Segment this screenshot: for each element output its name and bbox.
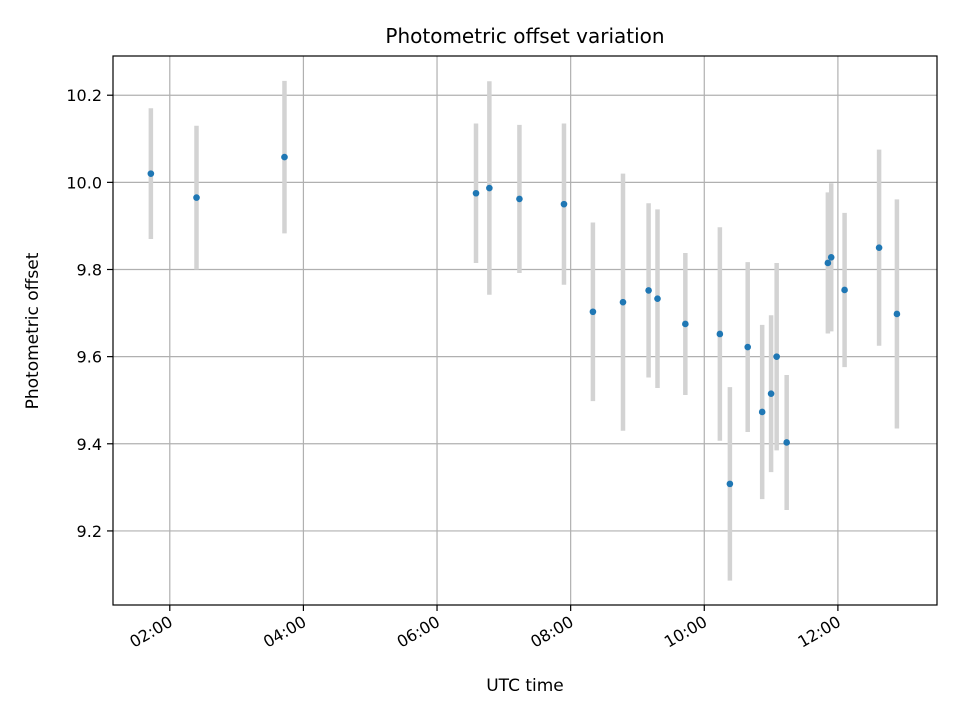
- data-point: [147, 170, 155, 177]
- y-tick-label: 9.2: [77, 522, 102, 541]
- data-point: [716, 330, 724, 338]
- data-point: [486, 184, 493, 192]
- x-axis-label: UTC time: [486, 676, 564, 696]
- y-tick-label: 9.8: [77, 261, 102, 280]
- data-points: [147, 153, 901, 488]
- data-point: [893, 310, 901, 318]
- data-point: [824, 259, 832, 267]
- data-point: [619, 298, 627, 306]
- data-point: [472, 189, 480, 197]
- data-point: [654, 295, 661, 302]
- data-point: [645, 287, 652, 294]
- data-point: [875, 244, 883, 252]
- y-axis-label: Photometric offset: [23, 252, 43, 409]
- x-tick-label: 12:00: [794, 612, 843, 652]
- data-point: [516, 195, 523, 203]
- x-tick-label: 02:00: [126, 612, 175, 652]
- data-point: [783, 439, 790, 446]
- plot-frame: [112, 55, 938, 606]
- data-point: [773, 353, 780, 360]
- y-tick-label: 10.2: [66, 86, 102, 105]
- data-point: [589, 308, 597, 316]
- data-point: [841, 286, 848, 294]
- data-point: [744, 343, 752, 351]
- y-tick-label: 9.6: [77, 348, 102, 367]
- data-point: [560, 200, 568, 208]
- y-axis-ticks: 9.2 9.4 9.6 9.8 10.0 10.2: [66, 86, 113, 541]
- y-tick-label: 9.4: [77, 435, 102, 454]
- x-axis-ticks: 02:00 04:00 06:00 08:00 10:00 12:00: [126, 605, 844, 652]
- data-point: [758, 408, 766, 416]
- data-point: [281, 153, 288, 161]
- y-tick-label: 10.0: [66, 173, 102, 192]
- x-tick-label: 06:00: [394, 612, 443, 652]
- x-tick-label: 08:00: [527, 612, 576, 652]
- data-point: [767, 390, 775, 397]
- grid: [113, 56, 937, 605]
- x-tick-label: 04:00: [260, 612, 309, 652]
- data-point: [193, 194, 200, 201]
- data-point: [827, 253, 835, 261]
- data-point: [682, 320, 689, 328]
- data-point: [726, 480, 734, 488]
- x-tick-label: 10:00: [661, 612, 710, 652]
- error-bars: [148, 80, 900, 581]
- chart-title: Photometric offset variation: [385, 24, 664, 48]
